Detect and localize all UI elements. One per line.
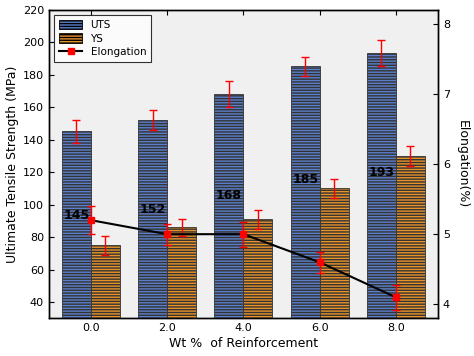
Bar (91, 245, 120, 356)
Bar (214, 94, 243, 356)
Elongation (317, 260, 322, 265)
Text: 185: 185 (292, 173, 318, 186)
Bar (396, 156, 425, 356)
Bar (62, 131, 91, 356)
Bar (319, 188, 349, 356)
Elongation (164, 232, 170, 236)
Y-axis label: Elongation(%): Elongation(%) (456, 120, 468, 208)
Bar (138, 120, 167, 356)
Y-axis label: Ultimate Tensile Strength (MPa): Ultimate Tensile Strength (MPa) (6, 65, 18, 263)
Legend: UTS, YS, Elongation: UTS, YS, Elongation (54, 15, 151, 62)
Line: Elongation: Elongation (87, 217, 400, 301)
Elongation (240, 232, 246, 236)
Bar (291, 67, 319, 356)
Bar (243, 219, 273, 356)
Bar (167, 227, 196, 356)
Elongation (393, 295, 399, 299)
Text: 193: 193 (368, 166, 394, 179)
Elongation (88, 218, 94, 222)
Bar (367, 53, 396, 356)
Text: 168: 168 (216, 189, 242, 201)
X-axis label: Wt %  of Reinforcement: Wt % of Reinforcement (169, 337, 318, 350)
Text: 152: 152 (139, 203, 166, 216)
Text: 145: 145 (63, 209, 90, 222)
